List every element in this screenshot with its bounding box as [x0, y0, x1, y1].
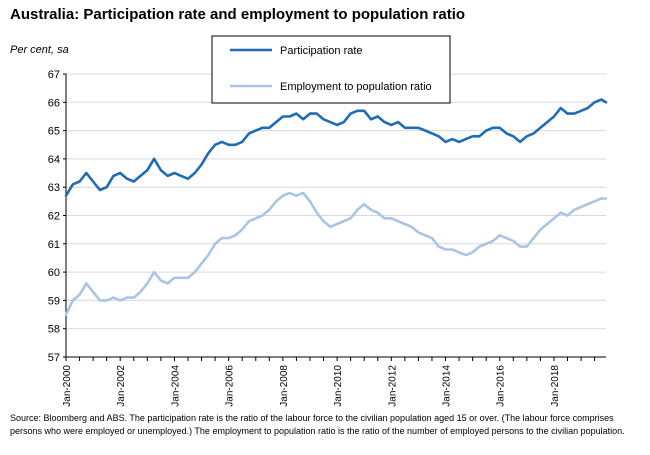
- x-tick-label: Jan-2008: [279, 365, 290, 407]
- y-tick-label: 65: [48, 126, 60, 138]
- y-tick-label: 63: [48, 182, 60, 194]
- y-tick-label: 64: [48, 154, 60, 166]
- x-tick-label: Jan-2004: [170, 365, 181, 407]
- y-tick-label: 60: [48, 267, 60, 279]
- y-tick-label: 66: [48, 97, 60, 109]
- x-tick-label: Jan-2000: [62, 365, 73, 407]
- x-tick-label: Jan-2018: [550, 365, 561, 407]
- legend: Participation rate Employment to populati…: [211, 35, 451, 104]
- legend-label: Employment to population ratio: [280, 81, 432, 93]
- y-tick-label: 61: [48, 239, 60, 251]
- y-axis-unit-label: Per cent, sa: [10, 44, 69, 56]
- x-tick-label: Jan-2014: [442, 365, 453, 407]
- x-tick-label: Jan-2012: [387, 365, 398, 407]
- legend-label: Participation rate: [280, 45, 363, 57]
- x-tick-label: Jan-2016: [496, 365, 507, 407]
- axes: [63, 73, 606, 361]
- x-tick-label: Jan-2002: [116, 365, 127, 407]
- y-tick-label: 67: [48, 69, 60, 81]
- series-line-participation-rate: [64, 98, 608, 197]
- source-note: Source: Bloomberg and ABS. The participa…: [10, 413, 625, 436]
- x-tick-label: Jan-2006: [225, 365, 236, 407]
- gridlines: [66, 73, 606, 330]
- legend-box: [211, 35, 451, 104]
- y-tick-label: 58: [48, 324, 60, 336]
- y-tick-label: 59: [48, 295, 60, 307]
- x-tick-label: Jan-2010: [333, 365, 344, 407]
- series-line-employment-to-population-ratio: [64, 191, 608, 316]
- series-lines: [64, 98, 608, 316]
- chart-title: Australia: Participation rate and employ…: [10, 6, 466, 23]
- y-tick-label: 57: [48, 352, 60, 364]
- x-tick-labels: Jan-2000 Jan-2002 Jan-2004 Jan-2006 Jan-2008…: [62, 365, 561, 407]
- y-tick-labels: 57 58 59 60 61 62 63 64 65 66 67: [48, 69, 60, 364]
- y-tick-label: 62: [48, 211, 60, 223]
